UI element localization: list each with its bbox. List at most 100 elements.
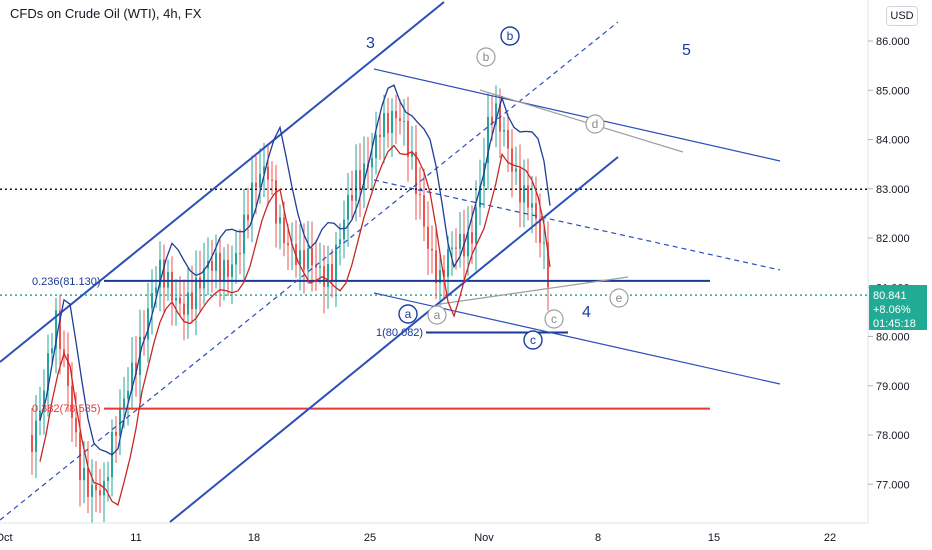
wave-label-4: 4 [582,304,591,321]
candle-body [403,120,405,122]
candle-body [459,233,461,249]
candle-body [335,244,337,280]
candle-body [415,151,417,195]
candle-body [251,182,253,221]
candle-body [131,362,133,392]
candle-body [203,268,205,289]
svg-text:b: b [507,29,514,43]
candle-body [63,349,65,355]
candle-body [379,135,381,137]
wave-label-5: 5 [682,42,691,59]
y-tick-label: 77.000 [876,479,910,491]
svg-text:c: c [530,333,536,347]
triangle-mid [373,179,781,271]
candle-body [487,116,489,164]
x-tick-label: 8 [595,532,601,544]
x-tick-label: 18 [248,532,260,544]
candle-body [543,242,545,244]
candle-body [155,287,157,293]
candle-body [235,253,237,265]
candle-body [219,252,221,280]
candle-body [175,297,177,301]
x-tick-label: 22 [824,532,836,544]
candle-body [55,310,57,349]
candle-body [547,242,549,288]
candle-body [515,168,517,172]
candle-body [99,490,101,496]
candle-body [279,217,281,224]
candle-body [435,250,437,284]
candle-body [427,226,429,249]
candle-body [143,336,145,340]
y-tick-label: 85.000 [876,85,910,97]
candle-body [411,151,413,157]
candle-body [311,248,313,266]
y-tick-label: 86.000 [876,36,910,48]
candle-body [199,277,201,289]
candle-body [191,292,193,310]
channel-lower [169,156,619,523]
candle-body [243,214,245,254]
svg-text:c: c [551,312,557,326]
wave-circle-a-blue: a [398,304,418,324]
candle-body [47,353,49,391]
candle-body [447,248,449,277]
wave-circle-c-gray: c [544,309,564,329]
candle-body [239,253,241,255]
candle-body [287,243,289,246]
candle-body [471,232,473,244]
candle-body [71,386,73,418]
candle-body [179,297,181,304]
candle-body [183,303,185,315]
wave-circle-e-gray: e [609,288,629,308]
candle-body [319,266,321,268]
x-tick-label: 15 [708,532,720,544]
candle-body [363,163,365,191]
candle-body [39,410,41,421]
candle-body [195,277,197,310]
wave-circle-b-gray: b [476,47,496,67]
bar-countdown: 01:45:18 [873,318,916,330]
channel-upper [0,1,445,363]
candle-body [467,232,469,257]
candle-body [339,239,341,245]
candle-body [163,259,165,288]
x-tick-label: 25 [364,532,376,544]
candle-body [31,435,33,452]
candle-body [535,203,537,219]
candle-body [123,398,125,408]
svg-text:a: a [405,307,412,321]
candle-body [343,219,345,240]
wave-circle-a-gray: a [427,305,447,325]
currency-button[interactable]: USD [886,6,918,26]
candle-body [223,259,225,280]
fib-label-1: 1(80.082) [376,327,423,339]
candle-body [511,148,513,172]
candle-body [43,390,45,411]
candle-body [315,265,317,268]
candle-body [91,484,93,497]
gray-e-line [439,276,629,305]
candle-body [439,269,441,284]
candle-body [451,247,453,249]
candle-body [359,170,361,191]
candle-body [431,248,433,251]
candle-body [87,467,89,497]
candle-body [455,247,457,249]
candle-body [423,195,425,227]
candle-body [211,261,213,271]
y-tick-label: 83.000 [876,184,910,196]
candle-body [35,420,37,452]
triangle-upper [373,68,781,162]
last-price-change: +8.06% [873,304,911,316]
candle-body [503,130,505,132]
wave-circle-b-blue: b [500,26,520,46]
candle-body [327,264,329,287]
candle-body [539,218,541,243]
svg-text:b: b [483,50,490,64]
candle-body [215,252,217,271]
candle-body [523,185,525,203]
candle-body [171,272,173,301]
